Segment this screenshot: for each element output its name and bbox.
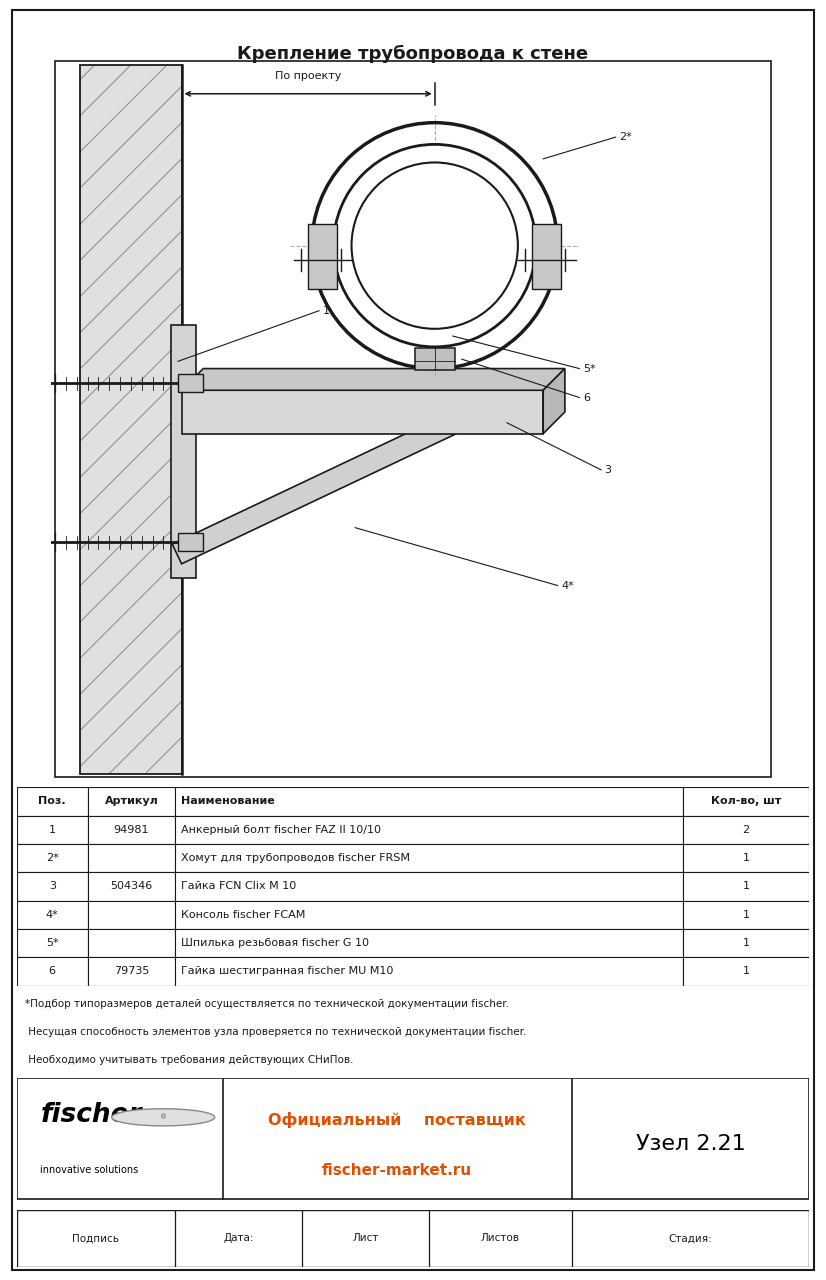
Bar [182,390,544,434]
Text: Лист: Лист [352,1234,378,1243]
Bar [80,65,182,773]
Text: fischer: fischer [40,1102,142,1128]
Bar [682,844,809,872]
Text: 1: 1 [49,824,55,835]
Text: 2: 2 [743,824,750,835]
Text: 5*: 5* [46,938,59,948]
Text: fischer-market.ru: fischer-market.ru [322,1162,472,1178]
Bar [17,844,88,872]
Bar [682,815,809,844]
Text: Кол-во, шт: Кол-во, шт [711,796,781,806]
Text: 1: 1 [743,938,749,948]
Text: По проекту: По проекту [275,70,341,81]
Text: 5*: 5* [583,364,596,374]
Bar [17,957,88,986]
Bar [88,929,175,957]
Bar [175,901,682,929]
Text: innovative solutions: innovative solutions [40,1165,139,1175]
Bar [171,325,196,579]
Polygon shape [182,369,565,390]
Bar [682,901,809,929]
Polygon shape [544,369,565,434]
Text: Наименование: Наименование [182,796,275,806]
Text: Крепление трубопровода к стене: Крепление трубопровода к стене [237,45,589,63]
Bar [415,348,454,370]
Text: 94981: 94981 [114,824,150,835]
Bar [178,532,203,552]
Text: 6: 6 [49,966,55,977]
Text: 3: 3 [49,882,55,891]
Bar [682,957,809,986]
Bar [80,65,182,773]
Text: 1: 1 [743,966,749,977]
Bar [88,872,175,901]
Text: Шпилька резьбовая fischer G 10: Шпилька резьбовая fischer G 10 [182,938,369,948]
Text: Необходимо учитывать требования действующих СНиПов.: Необходимо учитывать требования действую… [25,1055,354,1065]
Bar [178,374,203,392]
Text: ®: ® [159,1115,167,1120]
Text: 2*: 2* [620,132,632,142]
Text: Гайка шестигранная fischer MU M10: Гайка шестигранная fischer MU M10 [182,966,394,977]
Text: 1: 1 [323,306,330,316]
Text: Стадия:: Стадия: [669,1234,712,1243]
Text: 6: 6 [583,393,590,402]
Text: Гайка FCN Clix M 10: Гайка FCN Clix M 10 [182,882,297,891]
Circle shape [112,1108,215,1126]
Bar [88,901,175,929]
Bar [175,872,682,901]
Text: Хомут для трубопроводов fischer FRSM: Хомут для трубопроводов fischer FRSM [182,852,411,863]
Text: Артикул: Артикул [105,796,159,806]
Polygon shape [173,413,457,563]
Text: 2*: 2* [45,852,59,863]
Text: 4*: 4* [45,910,59,920]
Bar [17,901,88,929]
Text: 1: 1 [743,910,749,920]
Circle shape [334,145,536,347]
Bar [17,872,88,901]
Bar [532,224,561,289]
Bar [88,815,175,844]
Bar [682,872,809,901]
Bar [88,957,175,986]
Bar [175,844,682,872]
Bar [175,787,682,815]
Bar [308,224,337,289]
Text: *Подбор типоразмеров деталей осуществляется по технической документации fischer.: *Подбор типоразмеров деталей осуществляе… [25,998,509,1009]
Text: 504346: 504346 [111,882,153,891]
Text: Листов: Листов [481,1234,520,1243]
Bar [175,957,682,986]
Text: Анкерный болт fischer FAZ II 10/10: Анкерный болт fischer FAZ II 10/10 [182,824,382,835]
Bar [17,815,88,844]
Text: 79735: 79735 [114,966,150,977]
Text: Узел 2.21: Узел 2.21 [636,1134,745,1153]
Text: 1: 1 [743,882,749,891]
Text: 1: 1 [743,852,749,863]
Bar [17,787,88,815]
Text: 3: 3 [605,465,611,475]
Text: Дата:: Дата: [223,1234,254,1243]
Bar [17,929,88,957]
Text: Несущая способность элементов узла проверяется по технической документации fisch: Несущая способность элементов узла прове… [25,1027,526,1037]
Bar [175,929,682,957]
Text: Консоль fischer FCAM: Консоль fischer FCAM [182,910,306,920]
Bar [682,929,809,957]
Bar [88,844,175,872]
Text: Поз.: Поз. [38,796,66,806]
Bar [175,815,682,844]
Text: Подпись: Подпись [73,1234,119,1243]
Text: 4*: 4* [561,581,574,590]
Bar [682,787,809,815]
Bar [88,787,175,815]
Text: Официальный    поставщик: Официальный поставщик [268,1112,526,1128]
